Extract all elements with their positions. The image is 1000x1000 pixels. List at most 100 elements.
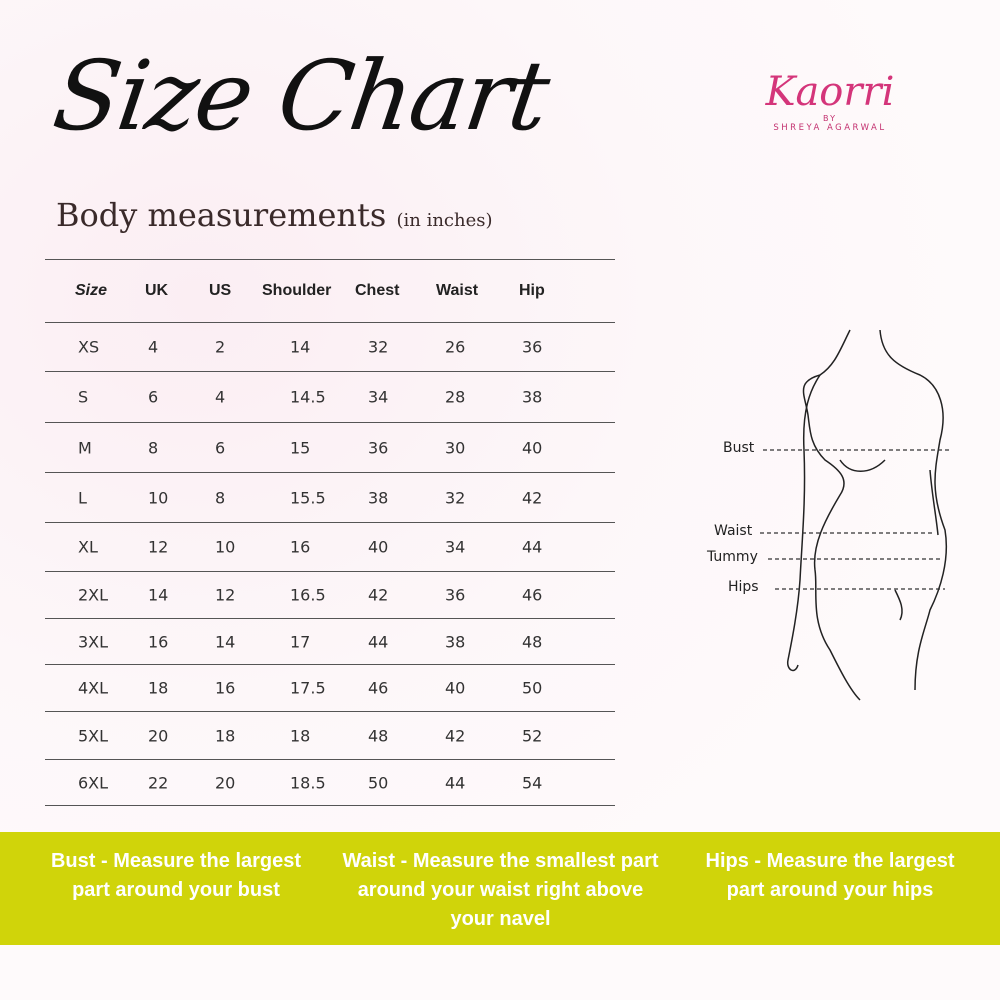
tip-hips: Hips - Measure the largest part around y…	[684, 847, 976, 905]
logo-subtitle: SHREYA AGARWAL	[773, 123, 887, 133]
table-cell: 10	[215, 537, 236, 557]
tip-text: Measure the largest part around your bus…	[72, 850, 302, 901]
table-cell: 42	[445, 726, 466, 745]
table-row: 5XL 20 18 18 48 42 52	[45, 711, 615, 759]
table-cell: 40	[368, 537, 389, 557]
table-cell: 44	[445, 773, 466, 792]
table-cell: L	[78, 488, 87, 507]
table-cell: 5XL	[78, 726, 109, 745]
table-row: XS 4 2 14 32 26 36	[45, 322, 615, 371]
table-cell: 44	[368, 632, 389, 651]
tip-term: Bust -	[50, 850, 108, 872]
table-cell: S	[78, 387, 89, 407]
column-header: Chest	[355, 282, 400, 299]
table-cell: XL	[78, 537, 98, 557]
table-cell: 40	[522, 438, 543, 457]
table-row: S 6 4 14.5 34 28 38	[45, 371, 615, 422]
table-cell: M	[78, 438, 92, 457]
table-cell: 6	[215, 438, 226, 457]
table-cell: 50	[368, 773, 389, 792]
table-cell: 4XL	[78, 678, 109, 698]
table-cell: 46	[368, 678, 389, 698]
table-cell: 12	[148, 537, 169, 557]
table-cell: 28	[445, 387, 466, 407]
table-cell: 44	[522, 537, 543, 557]
brand-logo: Kaorri BY SHREYA AGARWAL	[750, 70, 910, 133]
logo-name: Kaorri	[765, 69, 895, 115]
table-cell: 18	[215, 726, 236, 745]
table-header-row: Size UK US Shoulder Chest Waist Hip	[45, 259, 615, 322]
table-cell: 38	[522, 387, 543, 407]
table-cell: 36	[445, 585, 466, 605]
tip-waist: Waist - Measure the smallest part around…	[338, 847, 663, 934]
table-cell: 3XL	[78, 632, 109, 651]
table-cell: 22	[148, 773, 169, 792]
table-cell: XS	[78, 337, 100, 357]
table-cell: 20	[215, 773, 236, 792]
table-cell: 2	[215, 337, 226, 357]
table-cell: 36	[368, 438, 389, 457]
table-cell: 48	[522, 632, 543, 651]
column-header: Shoulder	[262, 282, 332, 299]
table-cell: 38	[368, 488, 389, 507]
table-cell: 26	[445, 337, 466, 357]
table-cell: 14	[148, 585, 169, 605]
tip-bust: Bust - Measure the largest part around y…	[30, 847, 322, 905]
table-cell: 40	[445, 678, 466, 698]
tip-term: Hips -	[705, 850, 762, 872]
page-title: Size Chart	[47, 40, 555, 152]
table-cell: 36	[522, 337, 543, 357]
table-cell: 32	[445, 488, 466, 507]
logo-by: BY	[823, 114, 837, 123]
table-cell: 8	[215, 488, 226, 507]
body-outline-icon	[786, 329, 948, 701]
tip-term: Waist -	[342, 850, 408, 872]
table-cell: 6XL	[78, 773, 109, 792]
table-cell: 16	[215, 678, 236, 698]
table-row: 2XL 14 12 16.5 42 36 46	[45, 571, 615, 618]
table-cell: 4	[215, 387, 226, 407]
waist-label: Waist	[714, 523, 753, 539]
subtitle-main: Body measurements	[56, 196, 387, 234]
table-cell: 20	[148, 726, 169, 745]
table-row: 6XL 22 20 18.5 50 44 54	[45, 759, 615, 806]
table-cell: 46	[522, 585, 543, 605]
table-cell: 15.5	[290, 488, 326, 507]
bust-label: Bust	[723, 440, 755, 456]
measurement-tips-band: Bust - Measure the largest part around y…	[0, 832, 1000, 945]
table-cell: 6	[148, 387, 159, 407]
table-cell: 14.5	[290, 387, 326, 407]
table-cell: 17	[290, 632, 311, 651]
table-cell: 4	[148, 337, 159, 357]
table-cell: 32	[368, 337, 389, 357]
table-cell: 2XL	[78, 585, 109, 605]
table-cell: 50	[522, 678, 543, 698]
table-cell: 18	[148, 678, 169, 698]
column-header: Size	[75, 282, 108, 299]
table-cell: 17.5	[290, 678, 326, 698]
table-cell: 16	[148, 632, 169, 651]
table-cell: 34	[445, 537, 466, 557]
table-row: 4XL 18 16 17.5 46 40 50	[45, 664, 615, 711]
table-row: XL 12 10 16 40 34 44	[45, 522, 615, 571]
tummy-label: Tummy	[707, 549, 758, 565]
column-header: Hip	[519, 282, 545, 299]
section-subtitle: Body measurements (in inches)	[56, 196, 493, 234]
table-cell: 16	[290, 537, 311, 557]
table-cell: 14	[215, 632, 236, 651]
table-cell: 12	[215, 585, 236, 605]
table-cell: 14	[290, 337, 311, 357]
tip-text: Measure the smallest part around your wa…	[357, 850, 659, 930]
table-cell: 42	[368, 585, 389, 605]
subtitle-unit: (in inches)	[396, 210, 493, 231]
table-row: 3XL 16 14 17 44 38 48	[45, 618, 615, 664]
column-header: US	[209, 282, 232, 299]
column-header: UK	[145, 282, 169, 299]
table-cell: 42	[522, 488, 543, 507]
table-cell: 38	[445, 632, 466, 651]
column-header: Waist	[436, 282, 479, 299]
table-cell: 30	[445, 438, 466, 457]
table-cell: 18.5	[290, 773, 326, 792]
table-cell: 48	[368, 726, 389, 745]
